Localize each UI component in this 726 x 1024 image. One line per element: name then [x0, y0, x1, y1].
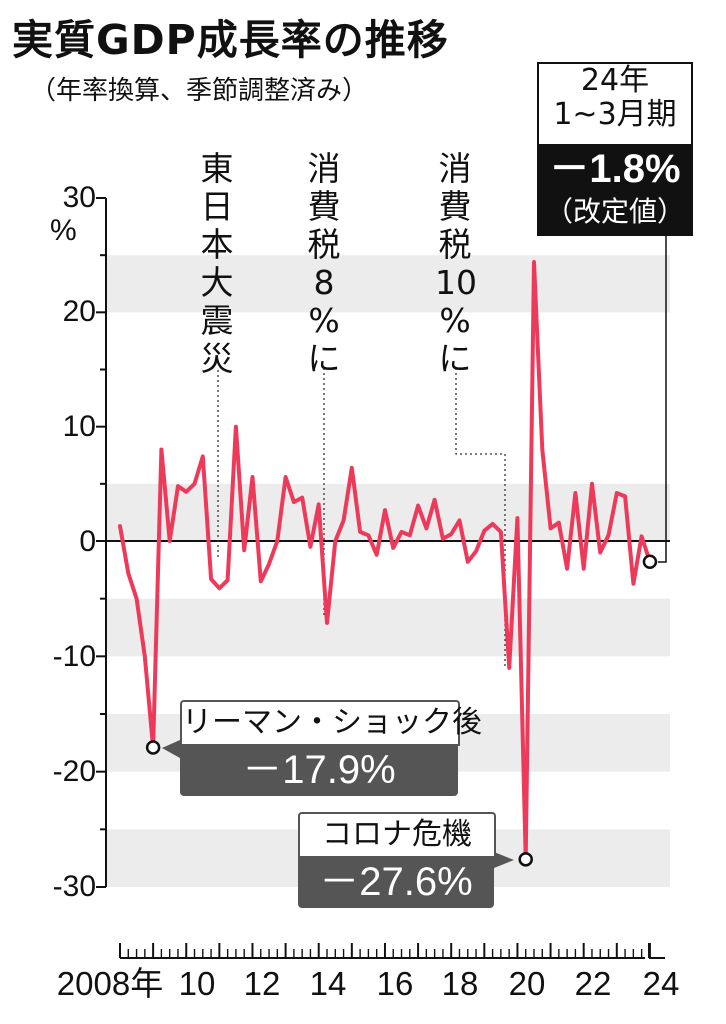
y-tick-label: 10	[62, 410, 96, 443]
x-tick-label: 16	[376, 965, 414, 1002]
marker-layer	[145, 554, 658, 868]
leader-tax-10	[455, 368, 506, 668]
lehman-callout-value: －17.9%	[180, 744, 458, 796]
x-tick-label: 10	[178, 965, 216, 1002]
x-tick-label: 14	[309, 965, 347, 1002]
x-tick-label: 22	[574, 965, 612, 1002]
data-point-marker	[642, 554, 658, 570]
x-tick-label: 18	[441, 965, 479, 1002]
latest-note: （改定値）	[544, 195, 685, 228]
y-tick-label: -20	[52, 755, 96, 788]
y-tick-label: -30	[52, 870, 96, 903]
data-point-marker	[518, 852, 533, 867]
latest-value: －1.8%	[549, 147, 681, 191]
annotation-tax-10: 消 費 税 10 % に	[435, 149, 477, 378]
x-tick-label: 20	[508, 965, 546, 1002]
latest-period-box: 24年 1~3月期	[537, 62, 693, 146]
chart-subtitle: （年率換算、季節調整済み）	[30, 76, 369, 106]
data-point-marker	[145, 740, 161, 755]
x-axis-quarter-ticks	[119, 943, 665, 959]
annotation-earthquake: 東 日 本 大 震 災	[200, 149, 234, 378]
corona-callout-value: －27.6%	[298, 856, 494, 908]
x-tick-label: 12	[243, 965, 281, 1002]
y-tick-label: 30	[62, 181, 96, 214]
y-tick-label: 20	[62, 295, 96, 328]
x-tick-label: 24	[642, 965, 680, 1002]
series-line	[118, 260, 652, 862]
latest-value-box: －1.8% （改定値）	[537, 144, 693, 236]
axes	[96, 197, 670, 888]
lehman-callout-pointer	[162, 740, 180, 758]
x-tick-label: 2008年	[56, 965, 164, 1002]
corona-callout-label: コロナ危機	[298, 812, 496, 858]
y-tick-label: 0	[79, 525, 96, 558]
latest-period-year: 24年	[580, 63, 650, 98]
leader-latest	[657, 236, 667, 563]
lehman-callout-label: リーマン・ショック後	[180, 700, 482, 746]
corona-callout-pointer	[494, 852, 514, 868]
grid-band	[106, 598, 670, 657]
chart-title: 実質GDP成長率の推移	[12, 16, 449, 64]
grid-band	[106, 255, 670, 313]
annotation-tax-8: 消 費 税 8 % に	[307, 149, 341, 378]
latest-period-quarter: 1~3月期	[553, 97, 677, 132]
y-axis-unit: %	[50, 214, 77, 247]
y-tick-label: -10	[52, 640, 96, 673]
